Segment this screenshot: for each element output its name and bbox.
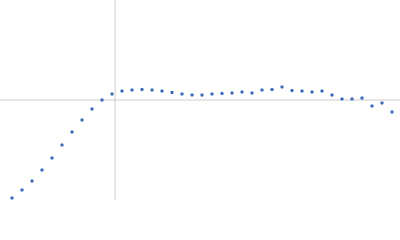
data-point [210, 92, 214, 96]
data-point [30, 179, 34, 183]
data-point [120, 89, 124, 93]
data-point [70, 130, 74, 134]
data-point [130, 88, 134, 92]
data-point [110, 92, 114, 96]
data-point [50, 156, 54, 160]
data-point [260, 88, 264, 92]
data-point [320, 89, 324, 93]
data-point [80, 118, 84, 122]
data-point [200, 93, 204, 97]
data-point [310, 90, 314, 94]
data-point [160, 89, 164, 93]
data-point [330, 93, 334, 97]
page: (() => { const data = JSON.parse(documen… [0, 0, 400, 200]
data-point [220, 91, 224, 96]
data-point [10, 196, 14, 200]
data-point [190, 93, 194, 97]
data-point [360, 96, 364, 100]
data-point [100, 98, 104, 102]
data-point [20, 188, 24, 192]
data-point [170, 90, 174, 95]
data-point [240, 90, 244, 94]
data-point [380, 101, 384, 105]
data-point [90, 107, 94, 111]
data-point [150, 88, 154, 92]
data-point [390, 110, 394, 114]
data-point [230, 91, 234, 95]
data-point [250, 91, 254, 95]
data-point [300, 89, 304, 93]
data-point [180, 92, 184, 96]
data-point [350, 97, 354, 101]
data-point [40, 168, 44, 172]
data-point [340, 97, 344, 101]
data-point [140, 87, 144, 92]
data-point [280, 85, 284, 89]
chart [0, 0, 400, 200]
data-point [290, 88, 294, 93]
data-point [270, 87, 274, 92]
data-point [370, 104, 374, 108]
data-point [60, 143, 64, 147]
